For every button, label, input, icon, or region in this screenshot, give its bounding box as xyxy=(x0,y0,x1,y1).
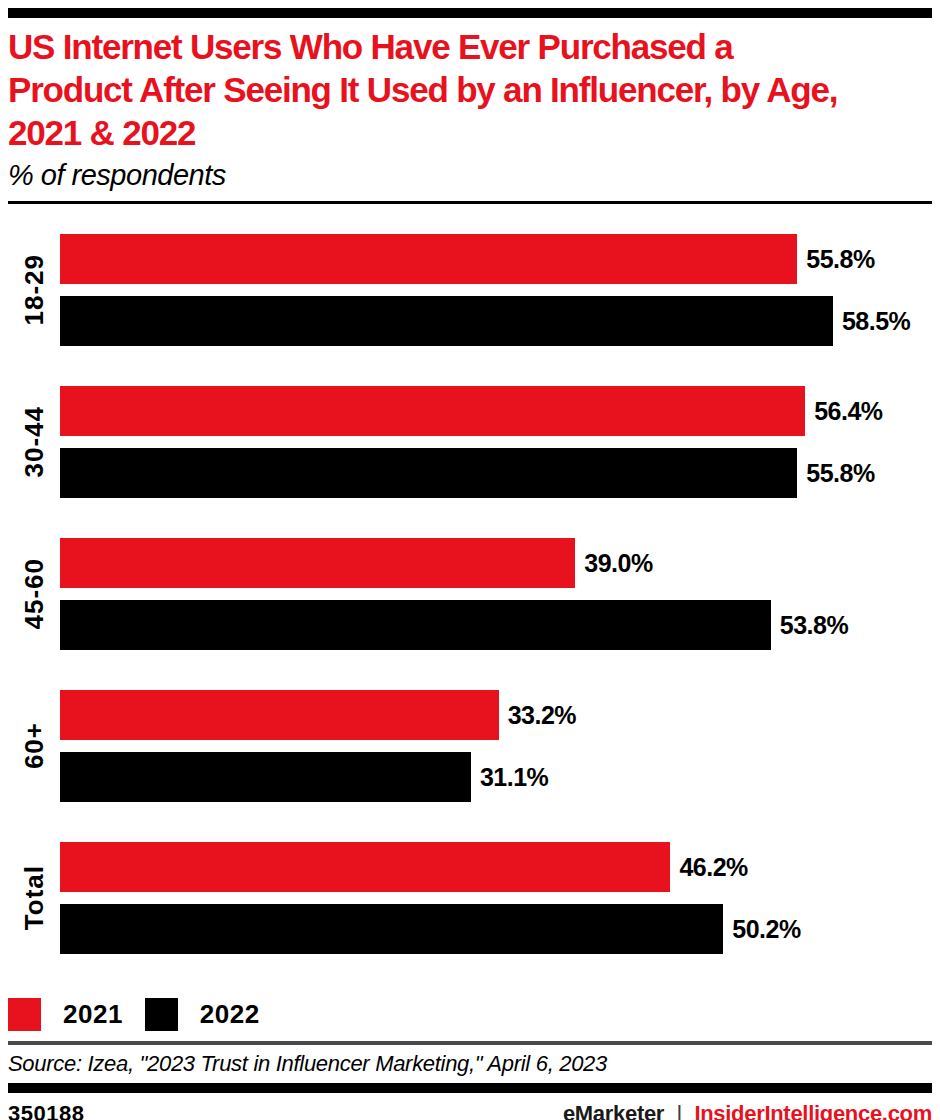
legend-item: 2022 xyxy=(145,998,260,1031)
legend-swatch-2021 xyxy=(8,998,41,1031)
category-bars: 46.2% 50.2% xyxy=(60,842,932,954)
bar-row: 39.0% xyxy=(60,538,932,588)
category-label-text: 18-29 xyxy=(19,254,50,326)
brand-insiderintelligence[interactable]: InsiderIntelligence.com xyxy=(694,1101,932,1120)
bar-2022 xyxy=(60,448,797,498)
legend-label: 2021 xyxy=(63,999,123,1030)
category-label: 60+ xyxy=(8,690,60,802)
chart-title: US Internet Users Who Have Ever Purchase… xyxy=(8,25,932,154)
category-label-text: 45-60 xyxy=(19,558,50,630)
category-label: 30-44 xyxy=(8,386,60,498)
bar-value-label: 55.8% xyxy=(806,245,874,274)
bar-value-label: 50.2% xyxy=(732,915,800,944)
bar-chart: 18-29 55.8% 58.5% 30-44 56.4% 55.8% 45-60 39.0%… xyxy=(8,204,932,954)
bar-value-label: 58.5% xyxy=(842,307,910,336)
bar-2021 xyxy=(60,842,670,892)
bar-row: 33.2% xyxy=(60,690,932,740)
bar-2022 xyxy=(60,904,723,954)
bar-2022 xyxy=(60,600,771,650)
bar-row: 56.4% xyxy=(60,386,932,436)
bar-value-label: 31.1% xyxy=(480,763,548,792)
category-label: Total xyxy=(8,842,60,954)
category-label-text: 60+ xyxy=(19,722,50,769)
category-label-text: 30-44 xyxy=(19,406,50,478)
bar-row: 55.8% xyxy=(60,234,932,284)
bar-value-label: 33.2% xyxy=(508,701,576,730)
bar-row: 55.8% xyxy=(60,448,932,498)
category-label: 45-60 xyxy=(8,538,60,650)
bar-row: 46.2% xyxy=(60,842,932,892)
bar-2021 xyxy=(60,538,575,588)
bar-row: 53.8% xyxy=(60,600,932,650)
bar-2021 xyxy=(60,386,805,436)
chart-title-line-2: Product After Seeing It Used by an Influ… xyxy=(8,68,837,111)
bar-value-label: 46.2% xyxy=(679,853,747,882)
footer: 350188 eMarketer | InsiderIntelligence.c… xyxy=(8,1100,932,1120)
footer-separator: | xyxy=(676,1100,682,1120)
bar-value-label: 55.8% xyxy=(806,459,874,488)
legend-item: 2021 xyxy=(8,998,123,1031)
category-group: 18-29 55.8% 58.5% xyxy=(8,234,932,346)
category-group: 30-44 56.4% 55.8% xyxy=(8,386,932,498)
bar-row: 31.1% xyxy=(60,752,932,802)
source-divider xyxy=(8,1041,932,1045)
source-note: Source: Izea, "2023 Trust in Influencer … xyxy=(8,1051,932,1077)
chart-id: 350188 xyxy=(8,1101,84,1120)
bar-2022 xyxy=(60,752,471,802)
category-bars: 39.0% 53.8% xyxy=(60,538,932,650)
legend-label: 2022 xyxy=(200,999,260,1030)
category-bars: 56.4% 55.8% xyxy=(60,386,932,498)
category-label: 18-29 xyxy=(8,234,60,346)
legend: 2021 2022 xyxy=(8,998,932,1031)
top-accent-bar xyxy=(8,8,932,18)
chart-title-line-3: 2021 & 2022 xyxy=(8,111,195,154)
page: US Internet Users Who Have Ever Purchase… xyxy=(0,0,940,1120)
category-group: 60+ 33.2% 31.1% xyxy=(8,690,932,802)
bar-2022 xyxy=(60,296,833,346)
category-label-text: Total xyxy=(19,865,50,930)
brand-emarketer[interactable]: eMarketer xyxy=(563,1101,664,1120)
category-bars: 55.8% 58.5% xyxy=(60,234,932,346)
bar-row: 50.2% xyxy=(60,904,932,954)
brand-row: eMarketer | InsiderIntelligence.com xyxy=(563,1100,932,1120)
category-group: Total 46.2% 50.2% xyxy=(8,842,932,954)
bar-value-label: 39.0% xyxy=(584,549,652,578)
bar-2021 xyxy=(60,690,499,740)
bar-value-label: 56.4% xyxy=(814,397,882,426)
legend-swatch-2022 xyxy=(145,998,178,1031)
category-group: 45-60 39.0% 53.8% xyxy=(8,538,932,650)
chart-title-line-1: US Internet Users Who Have Ever Purchase… xyxy=(8,25,733,68)
bar-value-label: 53.8% xyxy=(780,611,848,640)
bar-2021 xyxy=(60,234,797,284)
footer-accent-bar xyxy=(8,1083,932,1093)
chart-subtitle: % of respondents xyxy=(8,156,932,194)
bar-row: 58.5% xyxy=(60,296,932,346)
category-bars: 33.2% 31.1% xyxy=(60,690,932,802)
